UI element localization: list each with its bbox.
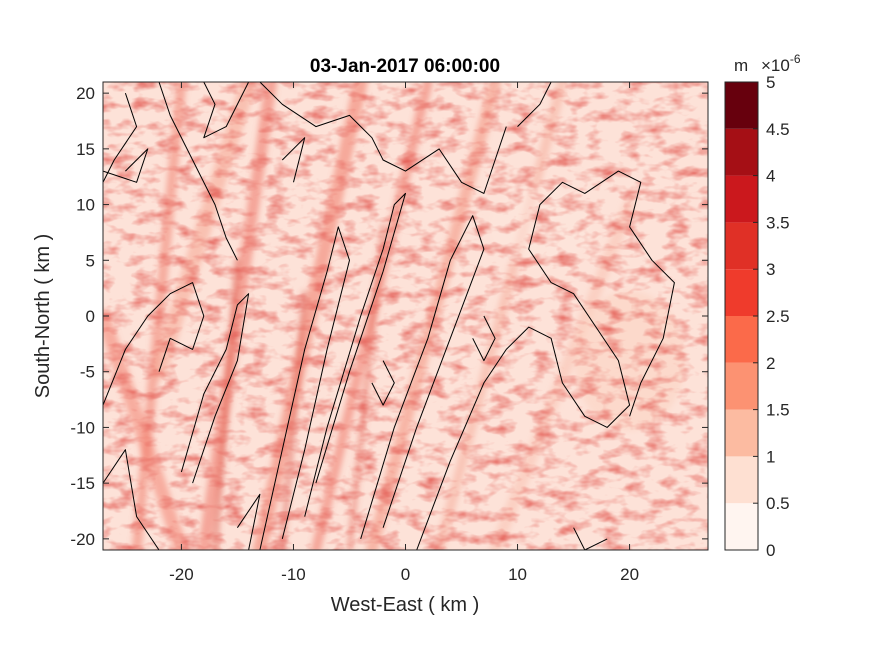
y-tick-label: 5 bbox=[86, 251, 95, 270]
contour-line bbox=[304, 192, 406, 517]
x-tick-label: -10 bbox=[281, 565, 306, 584]
colorbar-tick-label: 3 bbox=[766, 260, 775, 279]
y-tick-label: -15 bbox=[70, 474, 95, 493]
y-tick-label: 0 bbox=[86, 307, 95, 326]
contour-line bbox=[103, 92, 138, 183]
contour-line bbox=[360, 215, 485, 540]
colorbar-segment bbox=[725, 269, 758, 316]
colorbar-tick-label: 5 bbox=[766, 73, 775, 92]
contour-line bbox=[259, 226, 350, 550]
colorbar-segment bbox=[725, 456, 758, 504]
colorbar-segment bbox=[725, 503, 758, 550]
contour-line bbox=[103, 449, 160, 550]
y-tick-label: -10 bbox=[70, 418, 95, 437]
colorbar-segment bbox=[725, 316, 758, 363]
x-axis-label: West-East ( km ) bbox=[331, 594, 480, 616]
contour-line bbox=[517, 82, 552, 127]
colorbar-segment bbox=[725, 175, 758, 223]
contour-line bbox=[281, 137, 306, 183]
colorbar-tick-label: 4 bbox=[766, 167, 775, 186]
x-tick-label: 0 bbox=[401, 565, 410, 584]
colorbar-tick-label: 4.5 bbox=[766, 120, 790, 139]
colorbar-tick-label: 2 bbox=[766, 354, 775, 373]
contour-line bbox=[416, 170, 675, 550]
x-tick-label: 10 bbox=[508, 565, 527, 584]
chart-title: 03-Jan-2017 06:00:00 bbox=[310, 56, 500, 77]
colorbar-unit: m bbox=[734, 56, 748, 75]
y-axis: -20 -15 -10 -5 0 5 10 15 20 bbox=[70, 84, 708, 549]
x-axis: -20 -10 0 10 20 bbox=[169, 82, 639, 584]
y-tick-label: -20 bbox=[70, 530, 95, 549]
contour-line bbox=[236, 493, 261, 550]
colorbar-segment bbox=[725, 409, 758, 457]
colorbar-tick-label: 2.5 bbox=[766, 307, 790, 326]
colorbar-multiplier-base: ×10 bbox=[761, 56, 790, 75]
y-axis-label: South-North ( km ) bbox=[32, 234, 54, 398]
y-tick-label: 10 bbox=[76, 196, 95, 215]
colorbar-tick-label: 0 bbox=[766, 541, 775, 560]
y-tick-label: -5 bbox=[80, 363, 95, 382]
contour-line bbox=[371, 360, 395, 406]
colorbar-tick-label: 3.5 bbox=[766, 213, 790, 232]
contour-line bbox=[203, 82, 250, 139]
contour-line bbox=[472, 315, 496, 362]
colorbar-tick-label: 1.5 bbox=[766, 401, 790, 420]
colorbar-segment bbox=[725, 128, 758, 176]
contour-line bbox=[259, 82, 507, 194]
contour-line bbox=[103, 282, 205, 406]
x-tick-label: -20 bbox=[169, 565, 194, 584]
colorbar-exponent: -6 bbox=[790, 52, 801, 66]
colorbar-tick-label: 1 bbox=[766, 447, 775, 466]
contour-line bbox=[103, 148, 149, 183]
x-tick-label: 20 bbox=[620, 565, 639, 584]
colorbar: 0 0.5 1 1.5 2 2.5 3 3.5 4 4.5 5 bbox=[724, 73, 790, 560]
plot-area bbox=[103, 82, 708, 550]
contour-line bbox=[180, 293, 250, 484]
colorbar-tick-label: 0.5 bbox=[766, 494, 790, 513]
colorbar-segment bbox=[725, 362, 758, 410]
y-tick-label: 20 bbox=[76, 84, 95, 103]
contour-lines bbox=[103, 82, 675, 550]
colorbar-multiplier: ×10-6 bbox=[761, 52, 801, 75]
contour-line bbox=[158, 82, 238, 261]
colorbar-segment bbox=[725, 82, 758, 129]
colorbar-segment bbox=[725, 222, 758, 270]
contour-line bbox=[573, 527, 608, 550]
y-tick-label: 15 bbox=[76, 140, 95, 159]
